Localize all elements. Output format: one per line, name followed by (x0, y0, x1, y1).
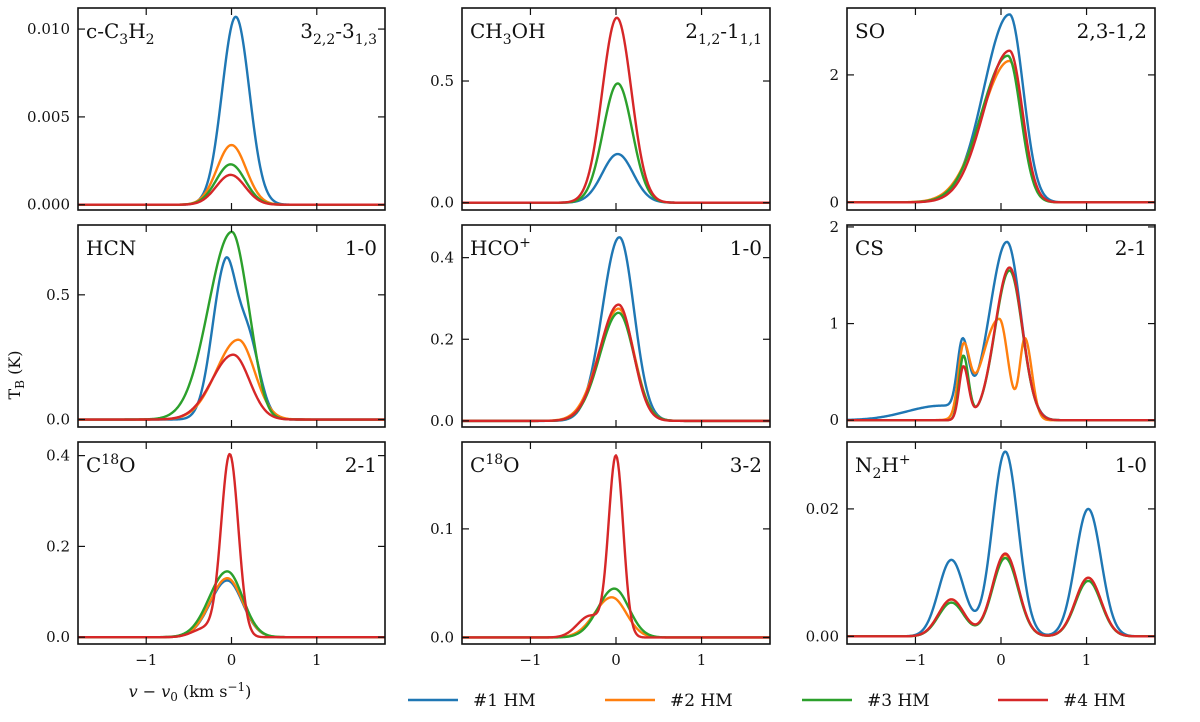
series-line-4hm (78, 173, 385, 206)
y-tick-label: 0.0 (46, 411, 70, 429)
molecule-label: HCO+ (470, 235, 531, 260)
panel-5: 0.0 0.2 0.4 HCO+ 1-0 (430, 224, 771, 430)
y-tick-label: 0.1 (430, 520, 454, 538)
transition-label: 3-2 (730, 453, 762, 477)
y-tick-label: 1 (829, 315, 839, 333)
y-tick-label: 2 (829, 66, 839, 84)
molecule-label: c-C3H2 (86, 19, 155, 48)
series-line-2hm (78, 576, 385, 639)
series-line-4hm (847, 552, 1155, 638)
x-tick-label: 1 (1082, 651, 1092, 669)
y-tick-label: 0.0 (46, 628, 70, 646)
series-line-2hm (847, 59, 1155, 204)
y-tick-label: 0.005 (27, 108, 70, 126)
series-line-1hm (462, 236, 770, 423)
series-line-4hm (462, 303, 770, 423)
series-line-3hm (847, 54, 1155, 204)
panel-2: 0.0 0.5 CH3OH 21,2-11,1 (430, 7, 771, 212)
legend-entry: #2 HM (605, 691, 733, 711)
y-tick-label: 0 (829, 411, 839, 429)
molecule-label: HCN (86, 236, 136, 260)
molecule-label: CH3OH (470, 19, 546, 48)
molecule-label: CS (855, 236, 884, 260)
series-line-4hm (847, 266, 1155, 422)
x-tick-label: 0 (227, 651, 237, 669)
y-tick-label: 0.2 (430, 330, 454, 348)
y-tick-label: 0.0 (430, 628, 454, 646)
series-line-4hm (78, 452, 385, 639)
series-line-1hm (462, 152, 770, 204)
transition-label: 21,2-11,1 (685, 19, 762, 48)
legend-entry: #3 HM (802, 691, 930, 711)
series-line-1hm (847, 450, 1155, 638)
y-tick-label: 0.0 (430, 194, 454, 212)
legend-label: #4 HM (1063, 691, 1126, 711)
panel-4: 0.0 0.5 HCN 1-0 (46, 224, 386, 429)
series-line-4hm (462, 454, 770, 639)
molecule-label: SO (855, 19, 885, 43)
legend-entry: #1 HM (408, 691, 536, 711)
panel-7: −1 0 1 0.0 0.2 0.4 C18O 2-1 (46, 441, 386, 669)
molecule-label: C18O (86, 452, 136, 477)
series-line-3hm (462, 587, 770, 639)
x-axis-label: v − v0 (km s−1) (129, 680, 252, 704)
legend-entry: #4 HM (998, 691, 1126, 711)
transition-label: 1-0 (1115, 453, 1147, 477)
series-line-2hm (78, 338, 385, 421)
legend-label: #2 HM (670, 691, 733, 711)
transition-label: 2,3-1,2 (1077, 19, 1147, 43)
panel-1: 0.000 0.005 0.010 c-C3H2 32,2-31,3 (27, 7, 386, 214)
y-tick-label: 0.010 (27, 20, 70, 38)
series-line-3hm (78, 163, 385, 206)
series-line-1hm (78, 579, 385, 639)
y-tick-label: 0 (829, 193, 839, 211)
y-tick-label: 0.00 (806, 627, 839, 645)
legend-label: #3 HM (867, 691, 930, 711)
panel-3: 0 2 SO 2,3-1,2 (829, 7, 1156, 211)
transition-label: 2-1 (1115, 236, 1147, 260)
x-tick-label: 1 (312, 651, 322, 669)
molecule-label: N2H+ (855, 452, 911, 482)
x-tick-label: −1 (519, 651, 541, 669)
x-tick-label: 0 (611, 651, 621, 669)
transition-label: 32,2-31,3 (300, 19, 377, 48)
panel-9: −1 0 1 0.00 0.02 N2H+ 1-0 (806, 441, 1156, 669)
y-tick-label: 0.5 (46, 286, 70, 304)
series-line-2hm (847, 317, 1155, 422)
y-tick-label: 0.02 (806, 500, 839, 518)
panel-8: −1 0 1 0.0 0.1 C18O 3-2 (430, 441, 771, 669)
series-line-4hm (462, 16, 770, 204)
molecule-label: C18O (470, 452, 520, 477)
x-tick-label: −1 (135, 651, 157, 669)
y-tick-label: 0.0 (430, 412, 454, 430)
y-tick-label: 0.4 (46, 447, 70, 465)
transition-label: 1-0 (730, 236, 762, 260)
y-tick-label: 2 (829, 218, 839, 236)
y-tick-label: 0.5 (430, 72, 454, 90)
x-tick-label: 1 (697, 651, 707, 669)
y-axis-label: TB (K) (5, 350, 27, 399)
series-line-1hm (847, 240, 1155, 422)
y-tick-label: 0.000 (27, 196, 70, 214)
panel-6: 0 1 2 CS 2-1 (829, 218, 1156, 429)
transition-label: 1-0 (345, 236, 377, 260)
legend-label: #1 HM (473, 691, 536, 711)
y-tick-label: 0.2 (46, 537, 70, 555)
y-tick-label: 0.4 (430, 249, 454, 267)
legend: #1 HM #2 HM #3 HM #4 HM (408, 691, 1126, 711)
series-line-4hm (78, 353, 385, 421)
series-line-4hm (847, 49, 1155, 204)
transition-label: 2-1 (345, 453, 377, 477)
series-line-3hm (462, 311, 770, 423)
x-tick-label: 0 (996, 651, 1006, 669)
series-line-1hm (78, 256, 385, 421)
series-line-2hm (462, 307, 770, 423)
series-line-2hm (462, 596, 770, 639)
series-line-3hm (462, 82, 770, 204)
x-tick-label: −1 (904, 651, 926, 669)
